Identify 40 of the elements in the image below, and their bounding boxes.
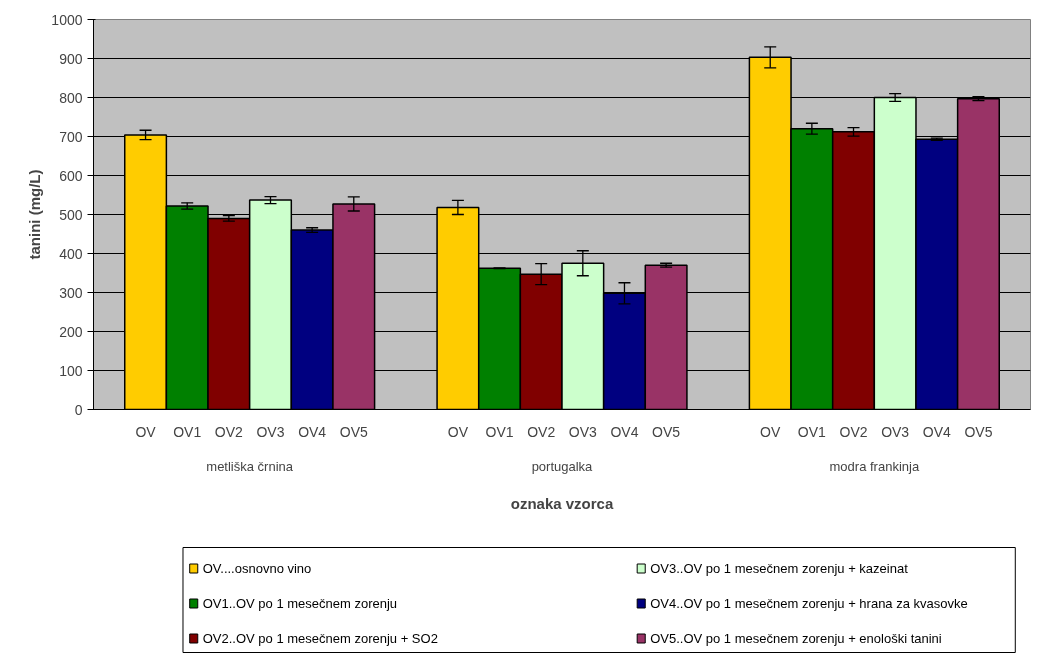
y-tick-label: 1000 (51, 11, 83, 28)
y-tick-label: 300 (59, 284, 83, 301)
text: OV5 (339, 423, 368, 440)
y-tick-label: 800 (59, 89, 83, 106)
text: OV1 (485, 423, 514, 440)
y-tick-label: 100 (59, 362, 83, 379)
text: OV (760, 423, 781, 440)
text: OV4 (922, 423, 952, 440)
y-tick-label: 900 (59, 50, 83, 67)
text: OV3 (881, 423, 910, 440)
legend-label: OV4..OV po 1 mesečnem zorenju + hrana za kvasovke (650, 596, 968, 611)
legend-label: OV3..OV po 1 mesečnem zorenju + kazeinat (650, 561, 909, 576)
y-tick-label: 500 (59, 206, 83, 223)
legend-label: OV5..OV po 1 mesečnem zorenju + enološki tanini (650, 631, 942, 646)
y-tick-label: 0 (74, 401, 83, 418)
text: OV5 (652, 423, 681, 440)
y-tick-label: 700 (59, 128, 83, 145)
text: OV2 (527, 423, 556, 440)
text: OV (135, 423, 157, 440)
text: OV3 (568, 423, 598, 440)
legend-label: OV1..OV po 1 mesečnem zorenju (202, 596, 398, 611)
text: OV4 (298, 423, 327, 440)
x-tick-label: portugalka (531, 458, 594, 474)
text: OV2 (839, 423, 868, 440)
x-axis-title: oznaka vzorca (510, 494, 614, 512)
text: OV4 (610, 423, 639, 440)
y-tick-label: 600 (59, 167, 83, 184)
x-tick-label: modra frankinja (829, 458, 920, 474)
y-tick-label: 200 (59, 323, 83, 340)
text: OV3 (256, 423, 285, 440)
y-tick-label: 400 (59, 245, 83, 262)
legend-label: OV....osnovno vino (202, 561, 312, 576)
x-tick-label: metliška črnina (206, 458, 294, 474)
text: OV (447, 423, 469, 440)
y-axis-title: tanini (mg/L) (26, 169, 44, 260)
text: OV1 (173, 423, 202, 440)
text: OV5 (964, 423, 993, 440)
text: OV2 (214, 423, 244, 440)
legend-label: OV2..OV po 1 mesečnem zorenju + SO2 (202, 631, 438, 646)
text: OV1 (797, 423, 827, 440)
